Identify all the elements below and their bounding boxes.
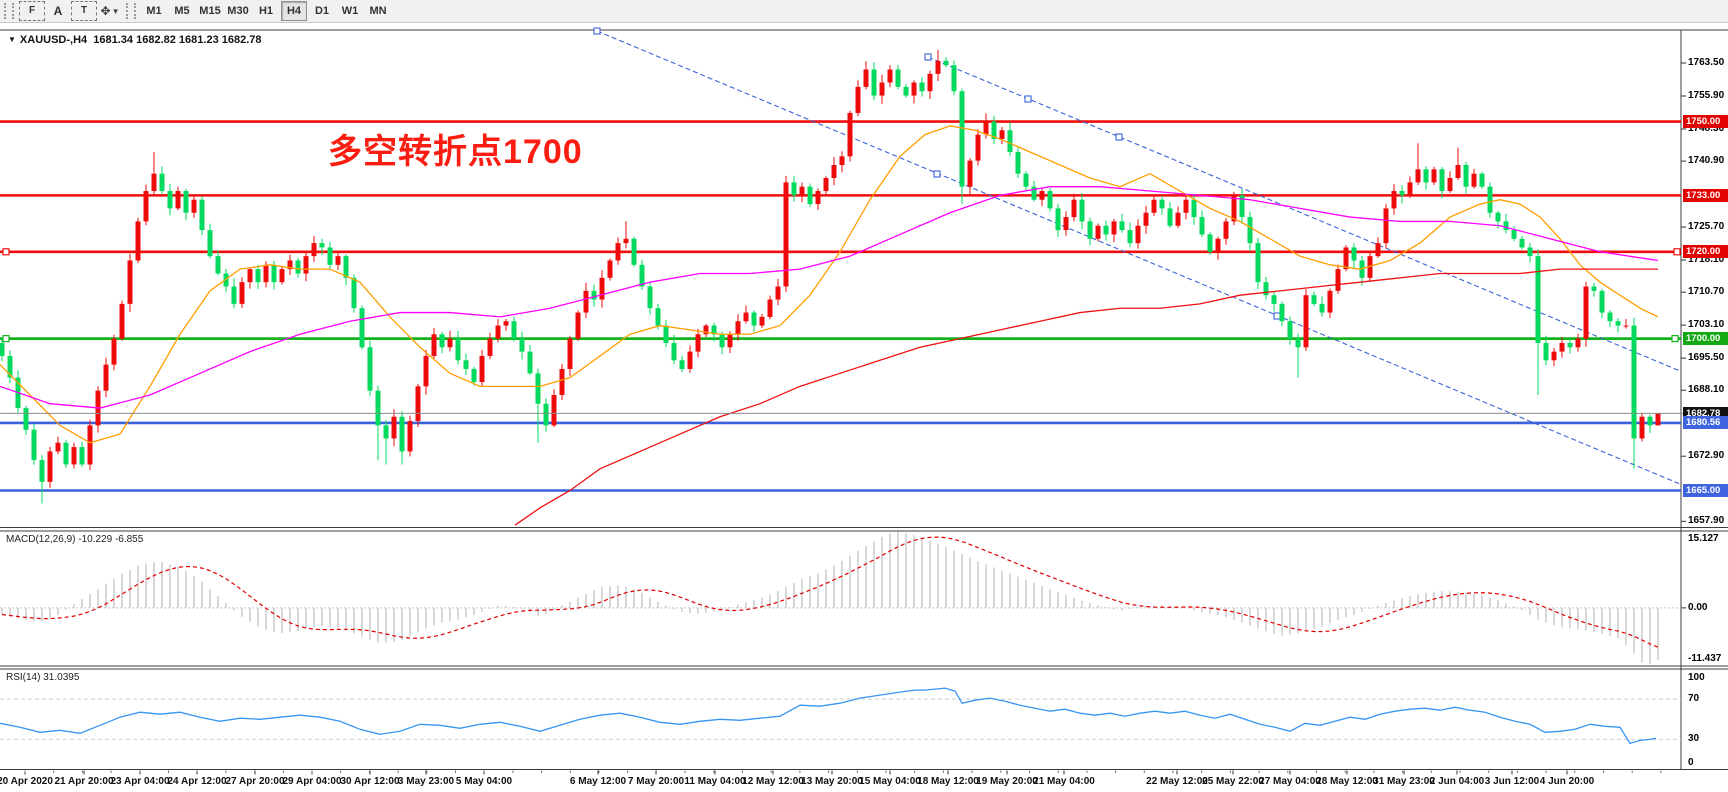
- toolbar-grip-2[interactable]: [126, 3, 136, 19]
- timeframe-button-m30[interactable]: M30: [227, 5, 249, 17]
- timeframe-button-h1[interactable]: H1: [258, 5, 274, 17]
- panel-borders: [0, 29, 1728, 770]
- time-axis-label: 5 May 04:00: [455, 776, 513, 787]
- price-badge-1665.00: 1665.00: [1683, 484, 1728, 497]
- timeframe-button-h4[interactable]: H4: [281, 1, 307, 21]
- rsi-panel: [0, 687, 1681, 745]
- timeframe-button-m1[interactable]: M1: [146, 5, 162, 17]
- time-axis-label: 3 May 23:00: [397, 776, 455, 787]
- time-axis-label: 27 Apr 20:00: [225, 776, 285, 787]
- rsi-line: [0, 687, 1657, 745]
- chart-title: ▼ XAUUSD-,H4 1681.34 1682.82 1681.23 1682…: [8, 34, 262, 46]
- price-tick-label: 1748.30: [1688, 122, 1725, 134]
- chart-text-annotation[interactable]: 多空转折点1700: [328, 133, 583, 171]
- price-tick-label: 1703.10: [1688, 319, 1725, 331]
- timeframe-button-mn[interactable]: MN: [369, 5, 387, 17]
- price-tick-label: 1688.10: [1688, 384, 1725, 396]
- moving-averages: [0, 125, 1659, 526]
- time-axis-label: 30 Apr 12:00: [340, 776, 400, 787]
- time-axis-label: 21 May 04:00: [1033, 776, 1095, 787]
- rsi-0-label: 0: [1688, 756, 1694, 768]
- price-badge-1720.00: 1720.00: [1683, 245, 1728, 259]
- price-tick-label: 1672.90: [1688, 450, 1725, 462]
- time-axis-label: 29 Apr 04:00: [282, 776, 342, 787]
- price-tick-label: 1718.10: [1688, 254, 1725, 266]
- time-axis-label: 18 May 12:00: [917, 776, 979, 787]
- time-axis-label: 4 Jun 20:00: [1539, 776, 1595, 787]
- time-axis-label: 12 May 12:00: [742, 776, 804, 787]
- macd-min-label: -11.437: [1688, 653, 1722, 664]
- toolbar: F A T ✥ ▼ M1 M5 M15 M30 H1 H4 D1 W1 MN: [0, 0, 1728, 23]
- macd-indicator-label: MACD(12,26,9) -10.229 -6.855: [6, 534, 143, 545]
- dropdown-caret-icon: ▼: [111, 6, 120, 16]
- symbol-name: XAUUSD-,H4: [19, 34, 88, 46]
- cursor-mode-icon[interactable]: ✥ ▼: [99, 1, 121, 21]
- ma-mid-magenta: [0, 186, 1659, 409]
- price-badge-1733.00: 1733.00: [1683, 188, 1728, 202]
- trendlines[interactable]: [593, 27, 1681, 485]
- price-tick-label: 1725.70: [1688, 221, 1725, 233]
- timeframe-button-w1[interactable]: W1: [341, 5, 359, 17]
- time-axis-label: 25 May 22:00: [1202, 776, 1264, 787]
- timeframe-buttons: M1 M5 M15 M30 H1 H4 D1 W1 MN: [140, 1, 392, 21]
- ohlc-readout: 1681.34 1682.82 1681.23 1682.78: [93, 34, 262, 46]
- text-label-icon[interactable]: A: [53, 4, 63, 18]
- price-tick-label: 1695.50: [1688, 352, 1725, 364]
- horizontal-levels[interactable]: [0, 120, 1681, 492]
- time-axis-label: 21 Apr 20:00: [54, 776, 114, 787]
- price-tick-label: 1763.50: [1688, 57, 1725, 68]
- ma-fast-orange: [0, 125, 1659, 444]
- arrows-icon: ✥: [100, 4, 111, 18]
- rsi-value: 31.0395: [43, 672, 80, 683]
- timeframe-button-d1[interactable]: D1: [314, 5, 330, 17]
- time-axis-label: 15 May 04:00: [859, 776, 921, 787]
- time-axis-label: 3 Jun 12:00: [1484, 776, 1540, 787]
- price-tick-label: 1657.90: [1688, 515, 1725, 527]
- time-axis-label: 22 May 12:00: [1146, 776, 1208, 787]
- price-tick-label: 1740.90: [1688, 155, 1725, 167]
- macd-signal-line: [1, 536, 1659, 648]
- toolbar-grip[interactable]: [4, 3, 14, 19]
- text-box-icon[interactable]: T: [71, 1, 97, 21]
- axis-ticks: [24, 62, 1686, 775]
- macd-values: -10.229 -6.855: [78, 534, 144, 545]
- macd-max-label: 15.127: [1688, 533, 1719, 544]
- timeframe-button-m15[interactable]: M15: [199, 5, 221, 17]
- macd-zero-label: 0.00: [1688, 601, 1708, 613]
- time-axis-label: 13 May 20:00: [801, 776, 863, 787]
- chevron-down-icon[interactable]: ▼: [8, 35, 16, 44]
- time-axis-label: 11 May 04:00: [684, 776, 746, 787]
- time-axis-label: 19 May 20:00: [976, 776, 1038, 787]
- object-list-icon[interactable]: F: [19, 1, 45, 21]
- time-axis-label: 24 Apr 12:00: [167, 776, 227, 787]
- time-axis-label: 31 May 23:00: [1373, 776, 1435, 787]
- trendline-1: [596, 30, 1681, 485]
- rsi-30-label: 30: [1688, 733, 1700, 745]
- price-badge-1750.00: 1750.00: [1683, 115, 1728, 129]
- macd-name: MACD(12,26,9): [6, 534, 76, 545]
- rsi-name: RSI(14): [6, 672, 41, 683]
- macd-panel: [0, 531, 1681, 665]
- time-axis-label: 28 May 12:00: [1316, 776, 1378, 787]
- time-axis-label: 7 May 20:00: [627, 776, 685, 787]
- time-axis-label: 20 Apr 2020: [0, 776, 53, 787]
- timeframe-button-m5[interactable]: M5: [174, 5, 190, 17]
- price-tick-label: 1710.70: [1688, 286, 1725, 298]
- time-axis-label: 23 Apr 04:00: [110, 776, 170, 787]
- time-axis-label: 2 Jun 04:00: [1429, 776, 1485, 787]
- price-badge-1700.00: 1700.00: [1683, 332, 1728, 346]
- rsi-100-label: 100: [1688, 672, 1705, 683]
- rsi-indicator-label: RSI(14) 31.0395: [6, 672, 79, 683]
- price-tick-label: 1755.90: [1688, 89, 1725, 101]
- rsi-70-label: 70: [1688, 693, 1700, 705]
- price-badge-1680.56: 1680.56: [1683, 416, 1728, 430]
- time-axis-label: 27 May 04:00: [1259, 776, 1321, 787]
- ma-slow-red: [514, 268, 1658, 526]
- time-axis-label: 6 May 12:00: [569, 776, 627, 787]
